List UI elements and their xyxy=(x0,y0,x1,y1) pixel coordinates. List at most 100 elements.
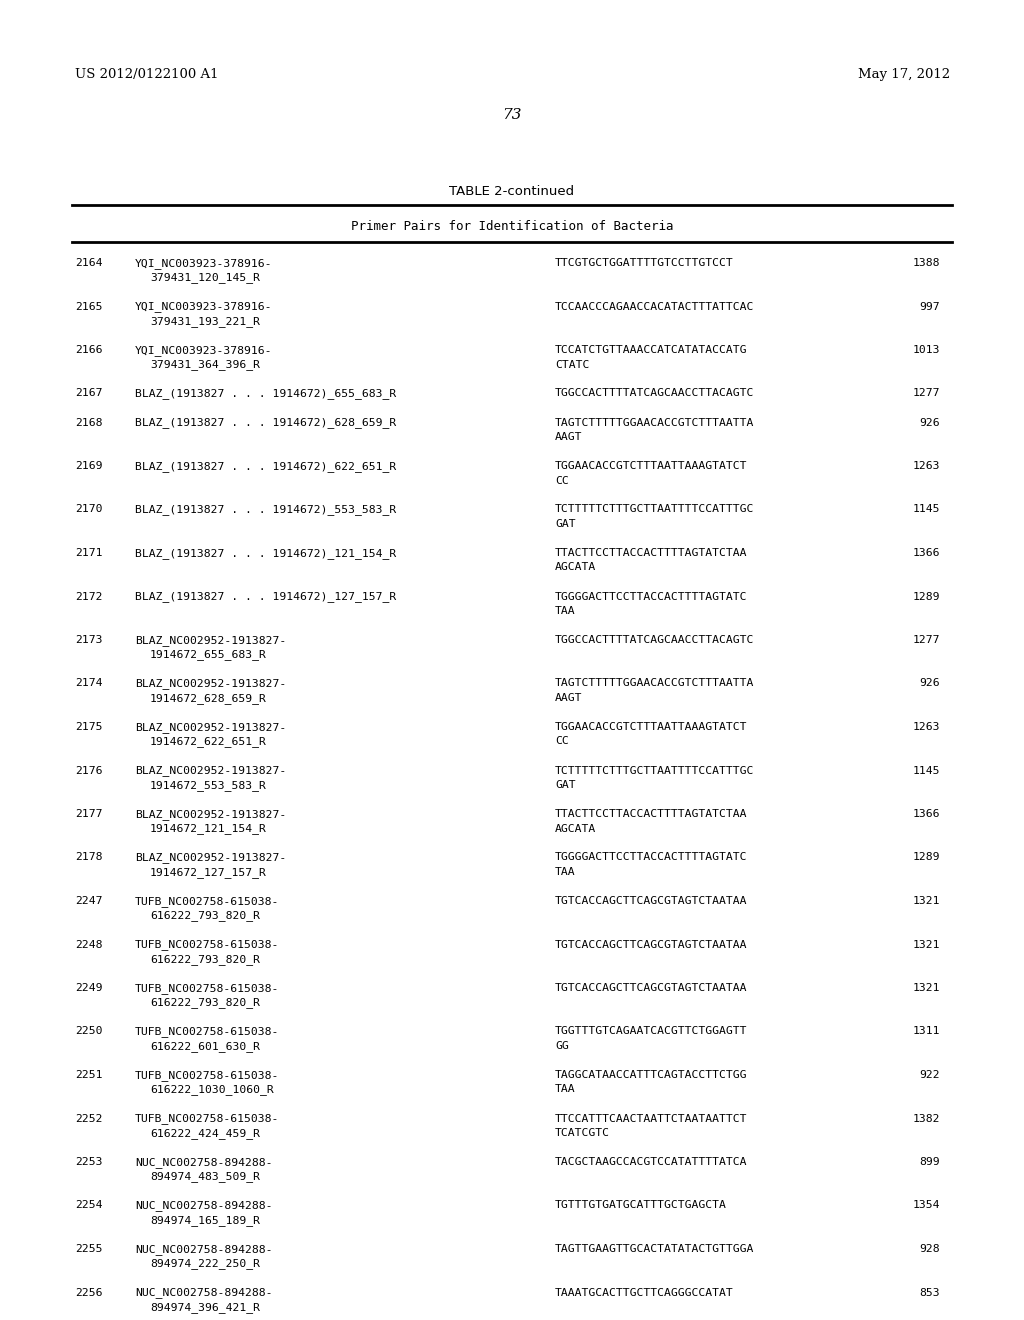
Text: TAGTCTTTTTGGAACACCGTCTTTAATTA: TAGTCTTTTTGGAACACCGTCTTTAATTA xyxy=(555,678,755,689)
Text: 1013: 1013 xyxy=(912,345,940,355)
Text: 1321: 1321 xyxy=(912,896,940,906)
Text: 1382: 1382 xyxy=(912,1114,940,1123)
Text: 2168: 2168 xyxy=(75,417,102,428)
Text: 2178: 2178 xyxy=(75,853,102,862)
Text: TAA: TAA xyxy=(555,867,575,876)
Text: TAGTCTTTTTGGAACACCGTCTTTAATTA: TAGTCTTTTTGGAACACCGTCTTTAATTA xyxy=(555,417,755,428)
Text: TGGAACACCGTCTTTAATTAAAGTATCT: TGGAACACCGTCTTTAATTAAAGTATCT xyxy=(555,461,748,471)
Text: 1263: 1263 xyxy=(912,461,940,471)
Text: 2177: 2177 xyxy=(75,809,102,818)
Text: YQI_NC003923-378916-: YQI_NC003923-378916- xyxy=(135,345,272,356)
Text: 1354: 1354 xyxy=(912,1200,940,1210)
Text: 2172: 2172 xyxy=(75,591,102,602)
Text: TUFB_NC002758-615038-: TUFB_NC002758-615038- xyxy=(135,1114,280,1125)
Text: 853: 853 xyxy=(920,1287,940,1298)
Text: TGGCCACTTTTATCAGCAACCTTACAGTC: TGGCCACTTTTATCAGCAACCTTACAGTC xyxy=(555,635,755,645)
Text: 1289: 1289 xyxy=(912,591,940,602)
Text: TUFB_NC002758-615038-: TUFB_NC002758-615038- xyxy=(135,896,280,907)
Text: TGTTTGTGATGCATTTGCTGAGCTA: TGTTTGTGATGCATTTGCTGAGCTA xyxy=(555,1200,727,1210)
Text: 2253: 2253 xyxy=(75,1158,102,1167)
Text: TACGCTAAGCCACGTCCATATTTTATCA: TACGCTAAGCCACGTCCATATTTTATCA xyxy=(555,1158,748,1167)
Text: 616222_1030_1060_R: 616222_1030_1060_R xyxy=(150,1085,273,1096)
Text: 1914672_655_683_R: 1914672_655_683_R xyxy=(150,649,267,660)
Text: 2251: 2251 xyxy=(75,1071,102,1080)
Text: 1366: 1366 xyxy=(912,548,940,558)
Text: BLAZ_NC002952-1913827-: BLAZ_NC002952-1913827- xyxy=(135,809,287,820)
Text: TGGGGACTTCCTTACCACTTTTAGTATC: TGGGGACTTCCTTACCACTTTTAGTATC xyxy=(555,853,748,862)
Text: 928: 928 xyxy=(920,1243,940,1254)
Text: TAA: TAA xyxy=(555,1085,575,1094)
Text: 894974_165_189_R: 894974_165_189_R xyxy=(150,1214,260,1226)
Text: 899: 899 xyxy=(920,1158,940,1167)
Text: 2166: 2166 xyxy=(75,345,102,355)
Text: YQI_NC003923-378916-: YQI_NC003923-378916- xyxy=(135,257,272,269)
Text: TGTCACCAGCTTCAGCGTAGTCTAATAA: TGTCACCAGCTTCAGCGTAGTCTAATAA xyxy=(555,896,748,906)
Text: BLAZ_(1913827 . . . 1914672)_622_651_R: BLAZ_(1913827 . . . 1914672)_622_651_R xyxy=(135,461,396,473)
Text: TAA: TAA xyxy=(555,606,575,616)
Text: YQI_NC003923-378916-: YQI_NC003923-378916- xyxy=(135,301,272,313)
Text: 2249: 2249 xyxy=(75,983,102,993)
Text: 1289: 1289 xyxy=(912,853,940,862)
Text: AAGT: AAGT xyxy=(555,693,583,704)
Text: BLAZ_NC002952-1913827-: BLAZ_NC002952-1913827- xyxy=(135,635,287,645)
Text: TUFB_NC002758-615038-: TUFB_NC002758-615038- xyxy=(135,940,280,950)
Text: 2164: 2164 xyxy=(75,257,102,268)
Text: 2169: 2169 xyxy=(75,461,102,471)
Text: 616222_793_820_R: 616222_793_820_R xyxy=(150,954,260,965)
Text: 1277: 1277 xyxy=(912,635,940,645)
Text: 2252: 2252 xyxy=(75,1114,102,1123)
Text: TTCGTGCTGGATTTTGTCCTTGTCCT: TTCGTGCTGGATTTTGTCCTTGTCCT xyxy=(555,257,734,268)
Text: 1321: 1321 xyxy=(912,983,940,993)
Text: BLAZ_(1913827 . . . 1914672)_628_659_R: BLAZ_(1913827 . . . 1914672)_628_659_R xyxy=(135,417,396,429)
Text: 926: 926 xyxy=(920,678,940,689)
Text: 1321: 1321 xyxy=(912,940,940,949)
Text: TUFB_NC002758-615038-: TUFB_NC002758-615038- xyxy=(135,983,280,994)
Text: 894974_483_509_R: 894974_483_509_R xyxy=(150,1172,260,1183)
Text: 2165: 2165 xyxy=(75,301,102,312)
Text: May 17, 2012: May 17, 2012 xyxy=(858,69,950,81)
Text: BLAZ_NC002952-1913827-: BLAZ_NC002952-1913827- xyxy=(135,722,287,733)
Text: 1914672_622_651_R: 1914672_622_651_R xyxy=(150,737,267,747)
Text: 73: 73 xyxy=(502,108,522,121)
Text: TGGCCACTTTTATCAGCAACCTTACAGTC: TGGCCACTTTTATCAGCAACCTTACAGTC xyxy=(555,388,755,399)
Text: 1145: 1145 xyxy=(912,766,940,776)
Text: 616222_793_820_R: 616222_793_820_R xyxy=(150,911,260,921)
Text: TGTCACCAGCTTCAGCGTAGTCTAATAA: TGTCACCAGCTTCAGCGTAGTCTAATAA xyxy=(555,983,748,993)
Text: 1914672_628_659_R: 1914672_628_659_R xyxy=(150,693,267,704)
Text: NUC_NC002758-894288-: NUC_NC002758-894288- xyxy=(135,1158,272,1168)
Text: TGGTTTGTCAGAATCACGTTCTGGAGTT: TGGTTTGTCAGAATCACGTTCTGGAGTT xyxy=(555,1027,748,1036)
Text: 2250: 2250 xyxy=(75,1027,102,1036)
Text: GAT: GAT xyxy=(555,780,575,789)
Text: 1311: 1311 xyxy=(912,1027,940,1036)
Text: GAT: GAT xyxy=(555,519,575,529)
Text: CC: CC xyxy=(555,737,568,747)
Text: 1277: 1277 xyxy=(912,388,940,399)
Text: 997: 997 xyxy=(920,301,940,312)
Text: 926: 926 xyxy=(920,417,940,428)
Text: 2167: 2167 xyxy=(75,388,102,399)
Text: NUC_NC002758-894288-: NUC_NC002758-894288- xyxy=(135,1243,272,1255)
Text: 379431_193_221_R: 379431_193_221_R xyxy=(150,315,260,327)
Text: TAGTTGAAGTTGCACTATATACTGTTGGA: TAGTTGAAGTTGCACTATATACTGTTGGA xyxy=(555,1243,755,1254)
Text: AGCATA: AGCATA xyxy=(555,562,596,573)
Text: TCTTTTTCTTTGCTTAATTTTCCATTTGC: TCTTTTTCTTTGCTTAATTTTCCATTTGC xyxy=(555,766,755,776)
Text: US 2012/0122100 A1: US 2012/0122100 A1 xyxy=(75,69,218,81)
Text: BLAZ_(1913827 . . . 1914672)_127_157_R: BLAZ_(1913827 . . . 1914672)_127_157_R xyxy=(135,591,396,602)
Text: TTCCATTTCAACTAATTCTAATAATTCT: TTCCATTTCAACTAATTCTAATAATTCT xyxy=(555,1114,748,1123)
Text: BLAZ_NC002952-1913827-: BLAZ_NC002952-1913827- xyxy=(135,678,287,689)
Text: CC: CC xyxy=(555,475,568,486)
Text: NUC_NC002758-894288-: NUC_NC002758-894288- xyxy=(135,1200,272,1212)
Text: 616222_793_820_R: 616222_793_820_R xyxy=(150,998,260,1008)
Text: TAGGCATAACCATTTCAGTACCTTCTGG: TAGGCATAACCATTTCAGTACCTTCTGG xyxy=(555,1071,748,1080)
Text: 2174: 2174 xyxy=(75,678,102,689)
Text: 894974_222_250_R: 894974_222_250_R xyxy=(150,1258,260,1270)
Text: AGCATA: AGCATA xyxy=(555,824,596,833)
Text: TCCATCTGTTAAACCATCATATACCATG: TCCATCTGTTAAACCATCATATACCATG xyxy=(555,345,748,355)
Text: AAGT: AAGT xyxy=(555,432,583,442)
Text: 2254: 2254 xyxy=(75,1200,102,1210)
Text: 2176: 2176 xyxy=(75,766,102,776)
Text: 616222_601_630_R: 616222_601_630_R xyxy=(150,1041,260,1052)
Text: 379431_364_396_R: 379431_364_396_R xyxy=(150,359,260,371)
Text: BLAZ_(1913827 . . . 1914672)_121_154_R: BLAZ_(1913827 . . . 1914672)_121_154_R xyxy=(135,548,396,558)
Text: TGGGGACTTCCTTACCACTTTTAGTATC: TGGGGACTTCCTTACCACTTTTAGTATC xyxy=(555,591,748,602)
